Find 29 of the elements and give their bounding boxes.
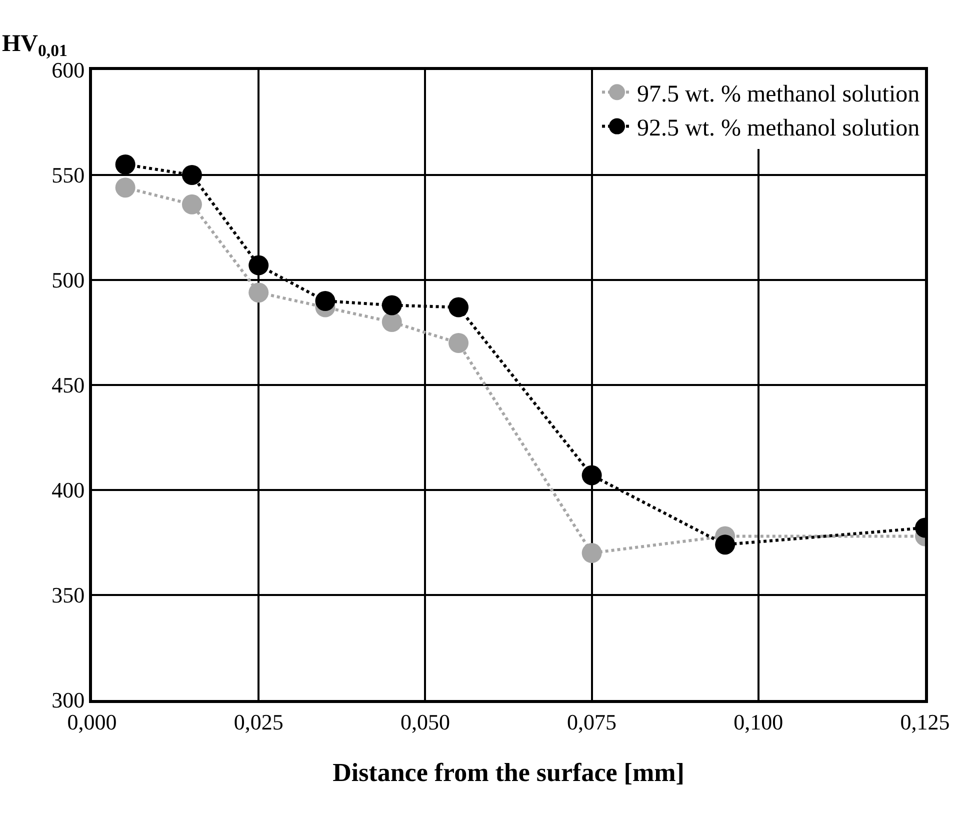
- y-tick-label: 500: [52, 268, 85, 293]
- x-tick-label: 0,025: [234, 709, 284, 734]
- point: [248, 255, 269, 276]
- y-tick-label: 600: [52, 58, 85, 83]
- point: [382, 312, 402, 332]
- x-tick-label: 0,100: [734, 709, 784, 734]
- x-tick-label: 0,125: [900, 709, 950, 734]
- point: [582, 465, 602, 486]
- point: [382, 295, 402, 316]
- point: [715, 534, 736, 555]
- point: [182, 194, 202, 214]
- y-tick-label: 550: [52, 162, 85, 188]
- x-axis-title: Distance from the surface [mm]: [332, 758, 684, 788]
- y-axis-title: HV$_{0,01}$: [2, 31, 68, 60]
- legend-label: 92.5 wt. % methanol solution: [637, 116, 920, 142]
- point: [448, 297, 469, 318]
- x-tick-label: 0,050: [400, 709, 450, 734]
- point: [182, 165, 202, 185]
- legend-label: 97.5 wt. % methanol solution: [637, 81, 920, 108]
- y-tick-label: 400: [52, 478, 85, 503]
- point: [582, 543, 602, 563]
- y-tick-label: 450: [52, 372, 85, 398]
- y-tick-label: 350: [52, 582, 85, 608]
- point: [448, 333, 469, 353]
- point: [248, 282, 269, 303]
- x-tick-label: 0,075: [567, 709, 617, 734]
- point: [115, 154, 136, 174]
- point: [115, 178, 136, 198]
- point: [315, 291, 336, 311]
